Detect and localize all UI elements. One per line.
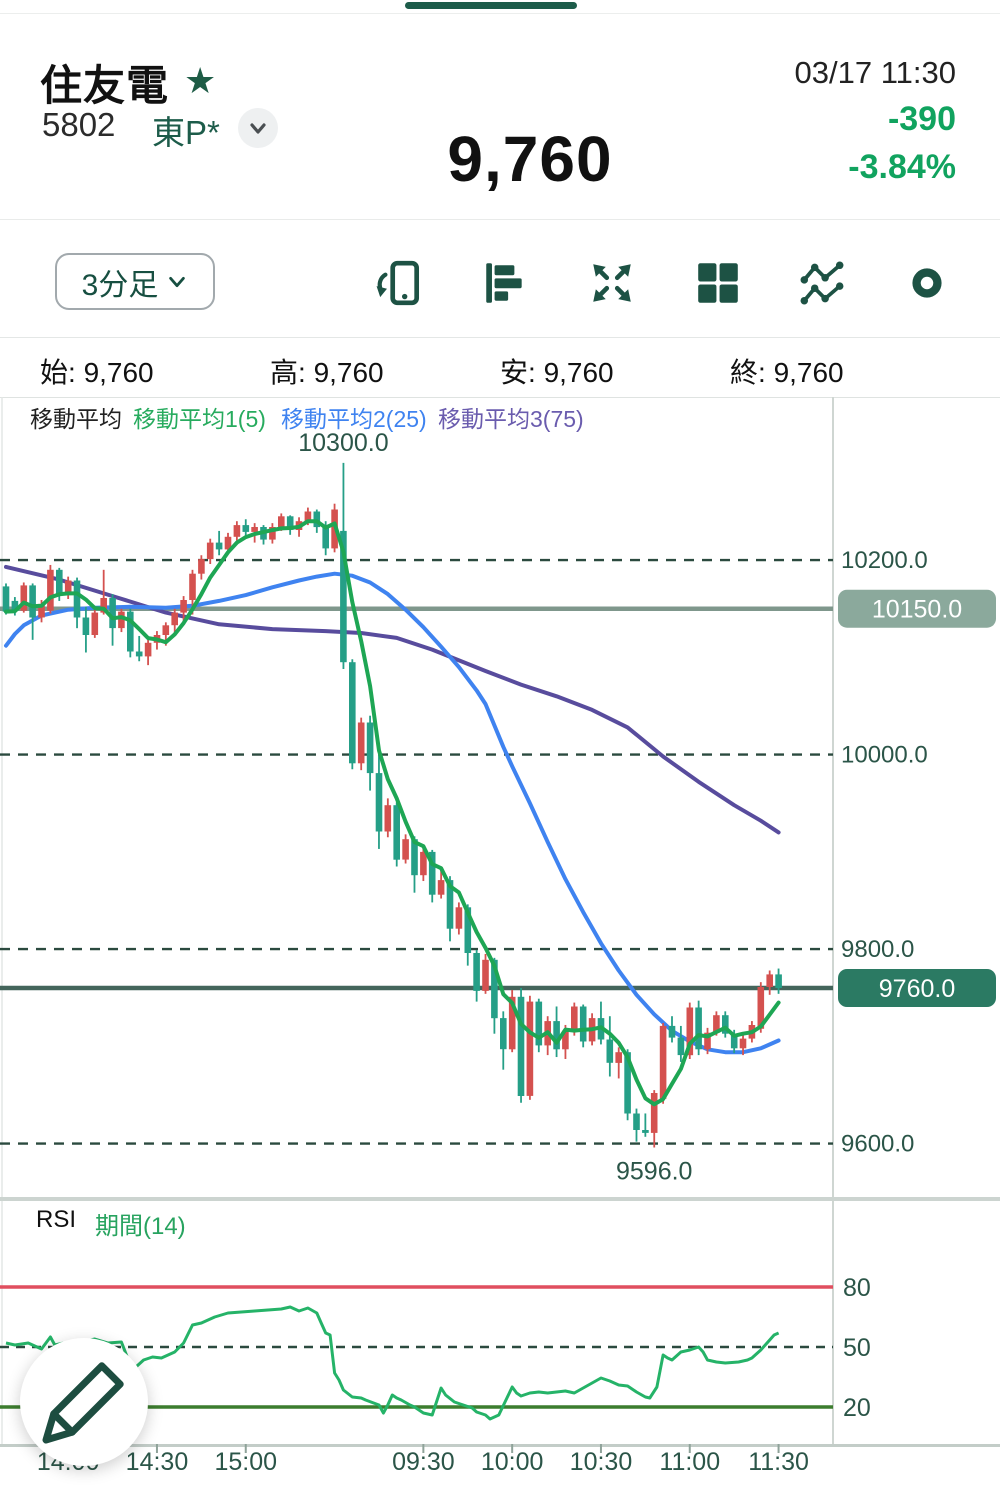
draw-tool-button[interactable] [20, 1338, 148, 1466]
grid-layout-icon[interactable] [693, 258, 743, 308]
svg-text:10000.0: 10000.0 [841, 742, 928, 769]
gear-icon[interactable]: (function(){var t=document.getElementByI… [902, 258, 952, 308]
svg-text:11:30: 11:30 [748, 1448, 809, 1476]
stock-name: 住友電 [40, 62, 170, 109]
price-change-percent: -3.84% [848, 148, 956, 186]
ohlc-close: 終: 9,760 [730, 357, 844, 388]
svg-text:20: 20 [843, 1394, 871, 1422]
expand-icon[interactable] [587, 258, 637, 308]
ohlc-open: 始: 9,760 [40, 357, 154, 388]
svg-text:14:30: 14:30 [126, 1448, 189, 1476]
svg-text:9800.0: 9800.0 [841, 936, 914, 963]
svg-text:10200.0: 10200.0 [841, 547, 928, 574]
chevron-down-icon [169, 276, 186, 287]
rotate-device-icon[interactable] [375, 258, 425, 308]
svg-text:10150.0: 10150.0 [872, 596, 962, 624]
chevron-down-icon [250, 123, 266, 134]
svg-text:9760.0: 9760.0 [879, 975, 955, 1003]
svg-text:15:00: 15:00 [214, 1448, 277, 1476]
svg-text:10:00: 10:00 [481, 1448, 544, 1476]
market-dropdown-button[interactable] [238, 108, 278, 148]
stock-code: 5802 [42, 106, 116, 143]
ohlc-high: 高: 9,760 [270, 357, 384, 388]
price-rsi-chart-canvas[interactable]: 10200.0 10000.0 9800.0 9600.0 10150.0 10300.0… [0, 397, 1000, 1483]
svg-text:09:30: 09:30 [392, 1448, 455, 1476]
sheet-drag-handle[interactable] [405, 2, 577, 9]
timeframe-dropdown[interactable]: 3分足 [55, 253, 215, 310]
ma-legend-ma3[interactable]: 移動平均3(75) [438, 406, 584, 432]
svg-text:10:30: 10:30 [570, 1448, 633, 1476]
svg-text:9600.0: 9600.0 [841, 1131, 914, 1158]
rsi-title: RSI [36, 1206, 77, 1233]
ma-legend-title: 移動平均 [30, 406, 122, 432]
pencil-icon [42, 1362, 124, 1444]
ohlc-low: 安: 9,760 [500, 357, 614, 388]
ma-legend-ma1[interactable]: 移動平均1(5) [133, 406, 266, 432]
current-price: 9,760 [447, 123, 613, 195]
market-label: 東P* [152, 114, 220, 151]
indicator-icon[interactable] [797, 258, 847, 308]
price-change: -390 [887, 100, 956, 138]
ma-legend-ma2[interactable]: 移動平均2(25) [281, 406, 427, 432]
svg-text:10300.0: 10300.0 [298, 429, 388, 457]
timeframe-label: 3分足 [81, 268, 159, 302]
svg-text:9596.0: 9596.0 [616, 1157, 692, 1185]
svg-text:11:00: 11:00 [659, 1448, 720, 1476]
rsi-period-label[interactable]: 期間(14) [95, 1213, 186, 1240]
svg-text:80: 80 [843, 1274, 871, 1302]
quote-datetime: 03/17 11:30 [794, 55, 956, 90]
top-divider [0, 13, 1000, 14]
depth-bars-icon[interactable] [480, 258, 530, 308]
svg-text:50: 50 [843, 1334, 871, 1362]
favorite-star-icon[interactable]: ★ [184, 60, 217, 101]
toolbar-divider [0, 337, 1000, 338]
header-divider [0, 219, 1000, 220]
